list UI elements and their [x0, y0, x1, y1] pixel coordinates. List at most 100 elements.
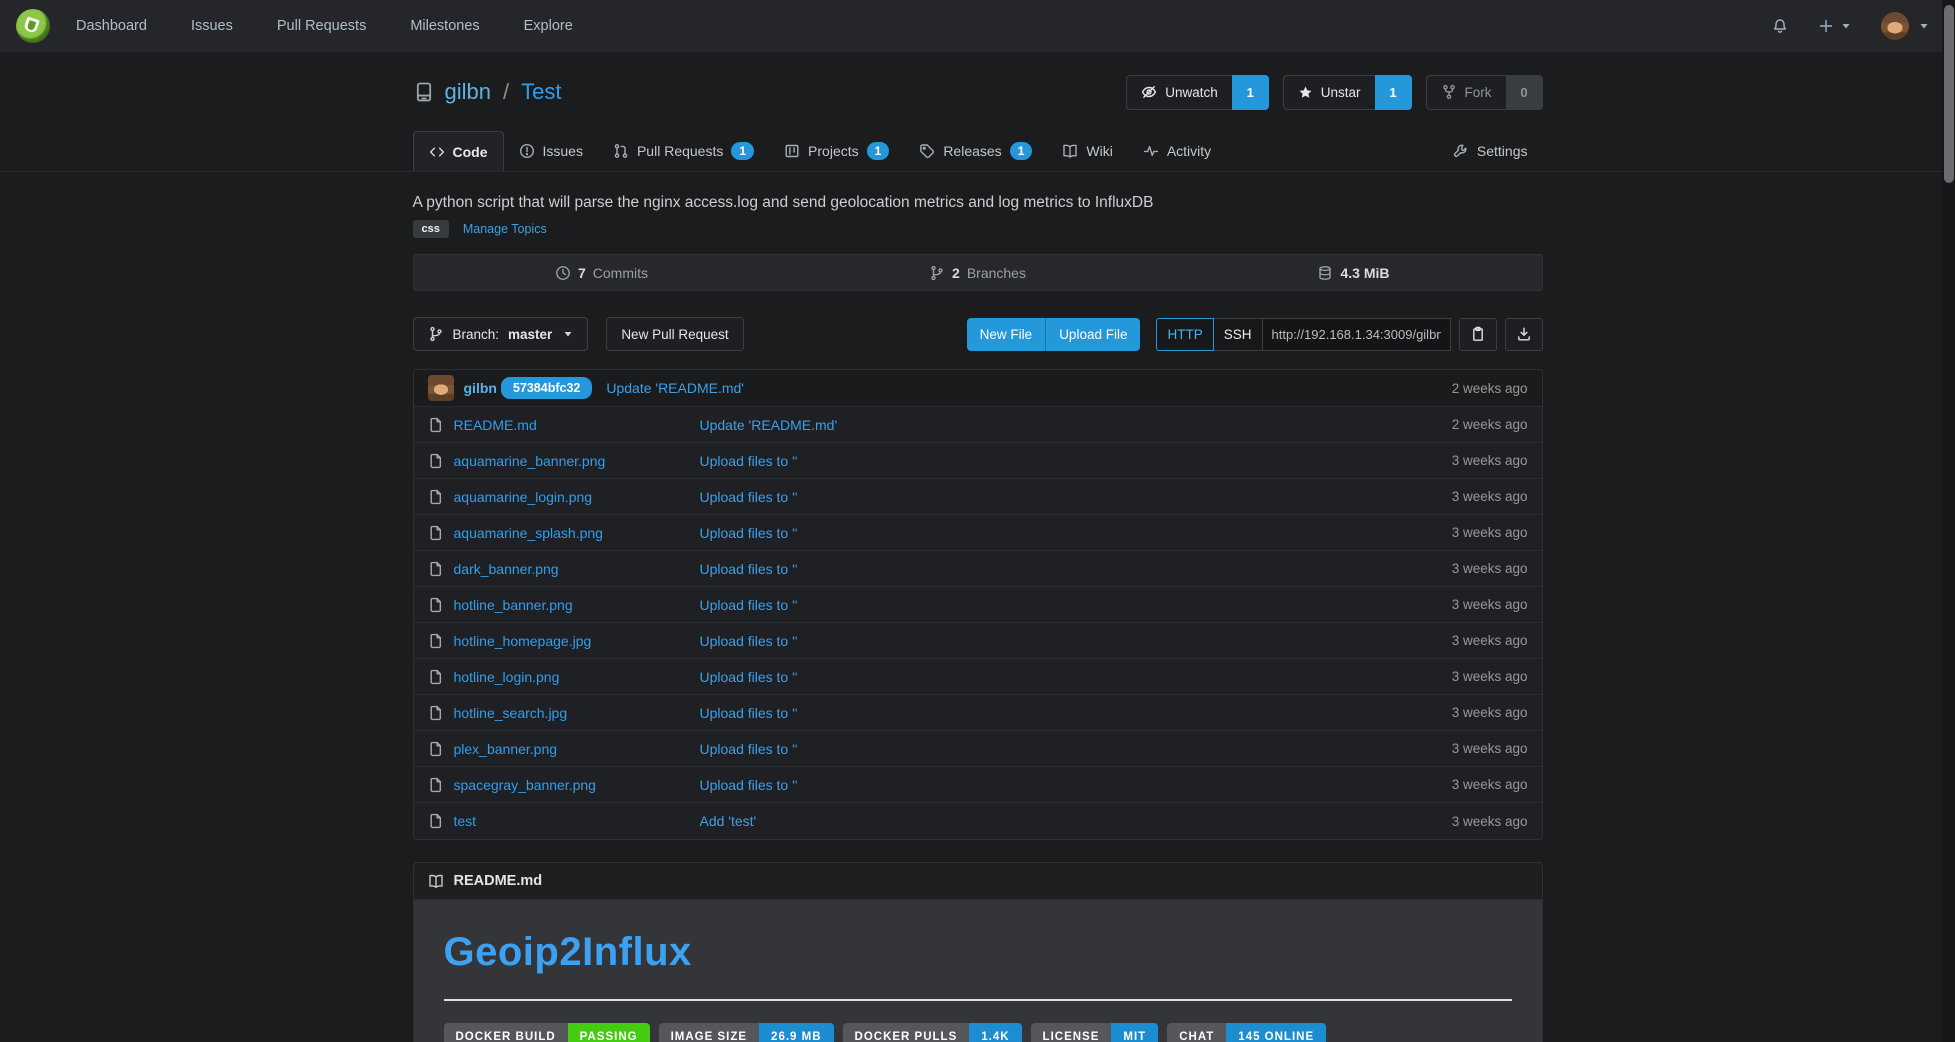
action-count[interactable]: 1 [1231, 74, 1269, 110]
file-commit-message-link[interactable]: Upload files to '' [699, 452, 798, 469]
file-name-link[interactable]: spacegray_banner.png [453, 776, 596, 793]
bell-icon[interactable] [1772, 18, 1788, 34]
file-commit-time: 2 weeks ago [1451, 417, 1528, 432]
new-file-button[interactable]: New File [966, 317, 1046, 351]
http-protocol-button[interactable]: HTTP [1156, 317, 1214, 351]
file-actions-group: New File Upload File [966, 317, 1141, 351]
eye-off-icon [1141, 84, 1157, 100]
file-commit-message-link[interactable]: Upload files to '' [699, 632, 798, 649]
nav-link-issues[interactable]: Issues [190, 18, 233, 34]
ssh-protocol-button[interactable]: SSH [1212, 317, 1263, 351]
branch-selector[interactable]: Branch: master [412, 317, 589, 351]
file-commit-message-link[interactable]: Upload files to '' [699, 560, 798, 577]
nav-link-explore[interactable]: Explore [523, 18, 573, 34]
file-commit-time: 3 weeks ago [1451, 525, 1528, 540]
action-count[interactable]: 1 [1374, 74, 1412, 110]
file-commit-message-link[interactable]: Upload files to '' [699, 596, 798, 613]
unwatch-button[interactable]: Unwatch 1 [1126, 74, 1269, 110]
tab-projects[interactable]: Projects 1 [769, 131, 904, 171]
file-name-link[interactable]: aquamarine_login.png [453, 488, 593, 505]
file-commit-time: 3 weeks ago [1451, 453, 1528, 468]
readme-title: Geoip2Influx [443, 930, 692, 974]
database-icon [1317, 265, 1333, 281]
file-name-link[interactable]: aquamarine_splash.png [453, 524, 603, 541]
unstar-button[interactable]: Unstar 1 [1282, 74, 1412, 110]
badge-value: 145 ONLINE [1226, 1023, 1327, 1042]
commit-author-link[interactable]: gilbn [463, 380, 497, 396]
badge-docker-pulls[interactable]: DOCKER PULLS 1.4K [842, 1023, 1022, 1042]
commit-hash-link[interactable]: 57384bfc32 [500, 377, 593, 399]
tab-releases[interactable]: Releases 1 [904, 131, 1047, 171]
scrollbar-thumb[interactable] [1944, 5, 1954, 183]
gitea-logo[interactable] [16, 9, 50, 43]
tab-label: Pull Requests [636, 143, 724, 159]
repo-actions: Unwatch 1 Unstar 1 Fork 0 [1126, 74, 1543, 110]
file-name-link[interactable]: hotline_banner.png [453, 596, 573, 613]
badge-label: LICENSE [1030, 1023, 1112, 1042]
repo-name-link[interactable]: Test [521, 79, 562, 104]
tab-wiki[interactable]: Wiki [1047, 131, 1127, 171]
action-count[interactable]: 0 [1505, 74, 1543, 110]
user-menu[interactable] [1881, 12, 1929, 40]
activity-icon [1143, 143, 1159, 159]
file-commit-time: 3 weeks ago [1451, 777, 1528, 792]
scrollbar[interactable] [1942, 0, 1955, 1042]
file-name-link[interactable]: hotline_login.png [453, 668, 560, 685]
file-name-link[interactable]: plex_banner.png [453, 740, 558, 757]
badge-docker-build[interactable]: DOCKER BUILD PASSING [443, 1023, 650, 1042]
create-new-dropdown[interactable] [1818, 18, 1851, 34]
file-name-link[interactable]: hotline_search.jpg [453, 704, 568, 721]
nav-link-pull-requests[interactable]: Pull Requests [276, 18, 367, 34]
file-row: aquamarine_splash.png Upload files to ''… [413, 515, 1542, 551]
tab-pull-requests[interactable]: Pull Requests 1 [598, 131, 769, 171]
copy-url-button[interactable] [1458, 317, 1497, 351]
tab-label: Activity [1166, 143, 1212, 159]
file-commit-time: 3 weeks ago [1451, 669, 1528, 684]
upload-file-button[interactable]: Upload File [1045, 317, 1141, 351]
file-name-link[interactable]: hotline_homepage.jpg [453, 632, 592, 649]
file-icon [428, 525, 444, 541]
file-name-link[interactable]: dark_banner.png [453, 560, 559, 577]
file-name-link[interactable]: README.md [453, 416, 537, 433]
readme-header-label: README.md [453, 873, 543, 889]
branches-stat[interactable]: 2 Branches [790, 265, 1166, 281]
tab-issues[interactable]: Issues [504, 131, 598, 171]
badge-image-size[interactable]: IMAGE SIZE 26.9 MB [658, 1023, 834, 1042]
file-commit-message-link[interactable]: Add 'test' [699, 813, 757, 829]
badge-value: MIT [1111, 1023, 1159, 1042]
size-stat[interactable]: 4.3 MiB [1166, 265, 1542, 281]
file-name-link[interactable]: test [453, 813, 477, 829]
tab-code[interactable]: Code [412, 131, 504, 171]
tab-activity[interactable]: Activity [1128, 131, 1226, 171]
repo-owner-link[interactable]: gilbn [444, 79, 491, 104]
avatar[interactable] [427, 375, 454, 401]
fork-button[interactable]: Fork 0 [1425, 74, 1543, 110]
new-pull-request-button[interactable]: New Pull Request [606, 317, 744, 351]
file-commit-message-link[interactable]: Upload files to '' [699, 668, 798, 685]
clone-url-input[interactable] [1262, 317, 1451, 351]
manage-topics-link[interactable]: Manage Topics [462, 222, 547, 236]
branch-label: Branch: [452, 326, 500, 342]
file-name-link[interactable]: aquamarine_banner.png [453, 452, 606, 469]
topic-tag-css[interactable]: css [412, 220, 449, 238]
file-commit-message-link[interactable]: Upload files to '' [699, 524, 798, 541]
nav-link-milestones[interactable]: Milestones [410, 18, 480, 34]
file-commit-message-link[interactable]: Upload files to '' [699, 776, 798, 793]
file-row: hotline_login.png Upload files to '' 3 w… [413, 659, 1542, 695]
fork-icon [1441, 84, 1457, 100]
file-commit-message-link[interactable]: Update 'README.md' [699, 416, 838, 433]
tab-settings[interactable]: Settings [1438, 131, 1543, 171]
caret-down-icon [1841, 21, 1851, 31]
commit-time: 2 weeks ago [1451, 380, 1528, 396]
file-commit-message-link[interactable]: Upload files to '' [699, 740, 798, 757]
badge-license[interactable]: LICENSE MIT [1030, 1023, 1159, 1042]
download-button[interactable] [1504, 317, 1543, 351]
caret-down-icon [563, 329, 573, 339]
file-commit-message-link[interactable]: Upload files to '' [699, 488, 798, 505]
file-commit-time: 3 weeks ago [1451, 813, 1528, 829]
badge-chat[interactable]: CHAT 145 ONLINE [1167, 1023, 1327, 1042]
commits-stat[interactable]: 7 Commits [414, 265, 790, 281]
commit-message-link[interactable]: Update 'README.md' [606, 380, 744, 396]
nav-link-dashboard[interactable]: Dashboard [76, 18, 147, 34]
file-commit-message-link[interactable]: Upload files to '' [699, 704, 798, 721]
